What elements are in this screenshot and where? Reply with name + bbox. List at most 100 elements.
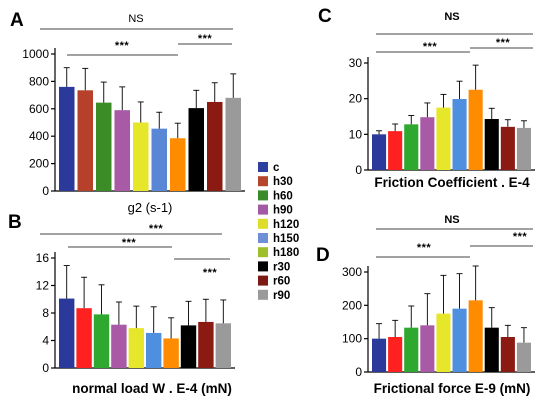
legend-label-h30: h30 xyxy=(273,176,293,188)
bar-r30 xyxy=(484,327,499,372)
y-tick-label: 20 xyxy=(349,92,363,106)
panel-c: C 0 10 20 30 NS *** *** Friction Coefficient . E… xyxy=(318,6,535,190)
bar-c xyxy=(372,134,387,170)
significance-label: NS xyxy=(128,13,143,25)
legend-swatch-h60 xyxy=(258,190,268,201)
bar-h150 xyxy=(151,128,167,191)
legend-swatch-h180 xyxy=(258,247,268,258)
significance-label: *** xyxy=(149,223,164,235)
bar-h30 xyxy=(388,337,403,372)
legend-label-h90: h90 xyxy=(273,205,293,217)
bar-r60 xyxy=(198,321,214,368)
y-tick-label: 0 xyxy=(42,361,49,375)
bar-h180 xyxy=(468,89,483,170)
significance-label: NS xyxy=(444,11,459,23)
legend-swatch-h150 xyxy=(258,233,268,243)
x-axis-label: Friction Coefficient . E-4 xyxy=(374,175,530,190)
bar-c xyxy=(372,338,387,372)
panel-a: A 0 200 400 600 800 1000 NS *** *** g2 (s-1) xyxy=(10,10,245,215)
legend-label-h180: h180 xyxy=(273,247,299,259)
bar-r90 xyxy=(516,342,531,372)
significance-label: *** xyxy=(122,237,137,249)
bar-h150 xyxy=(452,99,467,170)
y-tick-label: 0 xyxy=(355,365,362,379)
legend: c h30 h60 h90 h120 h150 h180 r30 r60 r90 xyxy=(258,162,299,302)
legend-swatch-c xyxy=(258,162,268,172)
x-axis-label: Frictional force E-9 (mN) xyxy=(374,381,531,396)
y-tick-label: 600 xyxy=(29,102,49,116)
y-tick-label: 1000 xyxy=(22,47,49,61)
bar-h90 xyxy=(420,117,435,170)
bar-r30 xyxy=(188,108,204,191)
significance-label: *** xyxy=(203,267,218,279)
y-tick-label: 10 xyxy=(349,127,363,141)
bar-h90 xyxy=(420,325,435,372)
bar-h120 xyxy=(436,107,451,170)
x-axis-label: normal load W . E-4 (mN) xyxy=(72,381,232,396)
y-tick-label: 300 xyxy=(342,265,362,279)
bar-h120 xyxy=(133,122,149,191)
significance-label: *** xyxy=(417,242,432,254)
y-tick-label: 30 xyxy=(349,56,363,70)
legend-label-r60: r60 xyxy=(273,276,290,288)
y-tick-label: 0 xyxy=(355,163,362,177)
panel-d: D 0 100 200 300 NS *** *** Frictional force E-9 … xyxy=(316,214,535,396)
significance-label: *** xyxy=(198,33,213,45)
bar-h180 xyxy=(468,300,483,372)
bar-h60 xyxy=(93,314,110,368)
y-tick-label: 16 xyxy=(36,251,50,265)
panel-letter-a: A xyxy=(10,10,24,31)
bar-c xyxy=(59,86,75,191)
bar-c xyxy=(59,298,75,368)
bar-h90 xyxy=(111,324,127,368)
legend-swatch-h120 xyxy=(258,218,268,229)
legend-label-h60: h60 xyxy=(273,190,293,202)
bar-r30 xyxy=(180,325,197,368)
bar-r60 xyxy=(500,337,515,372)
legend-label-h150: h150 xyxy=(273,233,299,245)
panel-b: B 0 4 8 12 16 *** *** *** normal load W . E-4 (mN… xyxy=(8,212,235,396)
panel-letter-b: B xyxy=(8,212,22,233)
bar-r90 xyxy=(225,97,241,191)
legend-swatch-r60 xyxy=(258,275,268,286)
legend-swatch-r30 xyxy=(258,261,268,272)
panel-letter-d: D xyxy=(316,245,330,266)
legend-swatch-h30 xyxy=(258,176,268,187)
bar-h90 xyxy=(114,110,130,191)
y-tick-label: 100 xyxy=(342,332,362,346)
significance-label: *** xyxy=(513,231,528,243)
significance-label: NS xyxy=(444,214,459,226)
bar-h120 xyxy=(128,328,144,368)
legend-label-c: c xyxy=(273,162,280,174)
bar-r90 xyxy=(516,127,531,170)
bar-r60 xyxy=(207,101,223,191)
panel-letter-c: C xyxy=(318,6,332,27)
legend-label-r90: r90 xyxy=(273,290,290,302)
significance-label: *** xyxy=(496,37,511,49)
bar-r30 xyxy=(484,118,499,170)
legend-label-h120: h120 xyxy=(273,219,299,231)
bar-r90 xyxy=(215,323,231,368)
bar-h180 xyxy=(163,338,179,368)
y-tick-label: 200 xyxy=(29,157,49,171)
x-axis-label: g2 (s-1) xyxy=(128,200,173,215)
y-tick-label: 200 xyxy=(342,298,362,312)
bar-h60 xyxy=(404,327,419,372)
bar-h120 xyxy=(436,313,451,372)
significance-label: *** xyxy=(423,41,438,53)
bar-r60 xyxy=(500,126,515,170)
bar-h60 xyxy=(404,124,419,170)
y-tick-label: 12 xyxy=(36,279,50,293)
legend-swatch-h90 xyxy=(258,204,268,215)
legend-label-r30: r30 xyxy=(273,261,290,273)
bar-h150 xyxy=(452,308,467,372)
bar-h30 xyxy=(77,90,93,191)
y-tick-label: 400 xyxy=(29,129,49,143)
y-tick-label: 4 xyxy=(42,334,49,348)
y-tick-label: 800 xyxy=(29,74,49,88)
bar-h30 xyxy=(388,131,403,170)
significance-label: *** xyxy=(115,40,130,52)
bar-h30 xyxy=(76,308,92,368)
bar-h150 xyxy=(146,332,162,368)
